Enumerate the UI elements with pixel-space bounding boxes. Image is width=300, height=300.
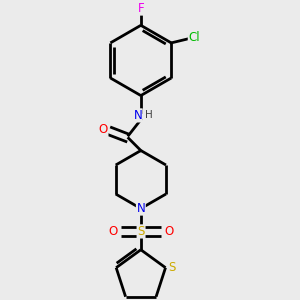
Text: H: H bbox=[145, 110, 152, 120]
Text: S: S bbox=[137, 225, 145, 238]
Text: O: O bbox=[99, 123, 108, 136]
Text: F: F bbox=[137, 2, 144, 15]
Text: Cl: Cl bbox=[188, 31, 200, 44]
Text: N: N bbox=[134, 109, 142, 122]
Text: N: N bbox=[136, 202, 145, 215]
Text: S: S bbox=[169, 261, 176, 274]
Text: O: O bbox=[164, 225, 174, 238]
Text: O: O bbox=[108, 225, 117, 238]
